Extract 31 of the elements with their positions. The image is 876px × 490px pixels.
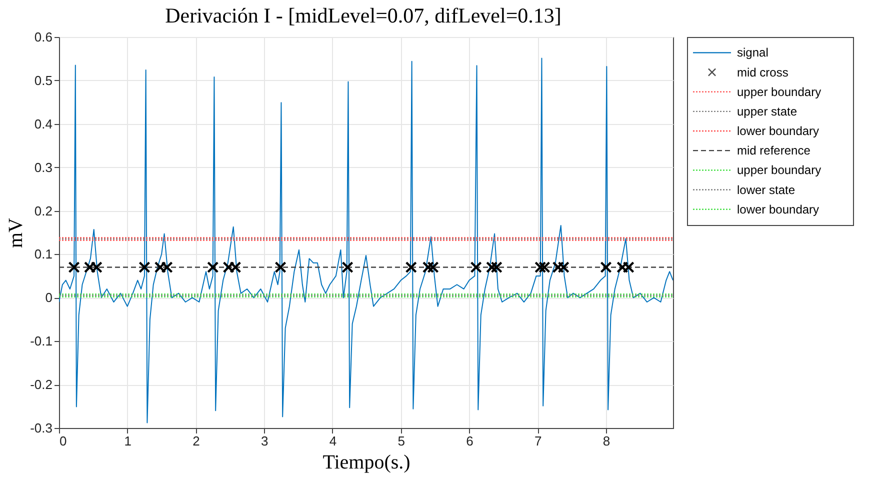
legend-label: lower boundary [737,202,820,216]
y-tick-label: 0.4 [34,116,52,132]
y-tick-label: -0.3 [30,420,52,436]
y-tick-label: 0.5 [34,72,52,88]
x-tick-label: 8 [602,434,610,448]
x-tick-label: 3 [261,434,268,448]
legend-label: mid cross [737,65,788,80]
y-tick-label: 0.6 [34,30,52,44]
chart-title: Derivación I - [midLevel=0.07, difLevel=0.13] [165,4,562,28]
y-tick-label: -0.2 [30,377,52,392]
legend-label: upper boundary [737,84,822,99]
legend-label: upper state [737,104,798,118]
x-tick-label: 7 [534,434,542,448]
legend-label: upper boundary [737,163,822,178]
y-tick-label: 0.2 [34,203,52,218]
x-axis-title: Tiempo(s.) [322,452,410,474]
legend-label: lower state [737,182,796,197]
legend-label: signal [737,46,768,60]
y-axis-title: mV [5,217,28,248]
y-tick-label: 0.3 [34,160,52,175]
x-tick-label: 4 [329,434,337,448]
y-tick-label: -0.1 [30,334,52,349]
y-tick-label: 0 [45,290,52,306]
x-tick-label: 0 [60,434,67,448]
x-tick-label: 6 [466,434,474,448]
y-tick-label: 0.1 [34,246,52,262]
x-tick-label: 2 [192,434,200,448]
legend-label: lower boundary [737,124,820,138]
legend-label: mid reference [737,144,811,158]
x-tick-label: 5 [398,434,405,448]
x-tick-label: 1 [124,434,132,448]
